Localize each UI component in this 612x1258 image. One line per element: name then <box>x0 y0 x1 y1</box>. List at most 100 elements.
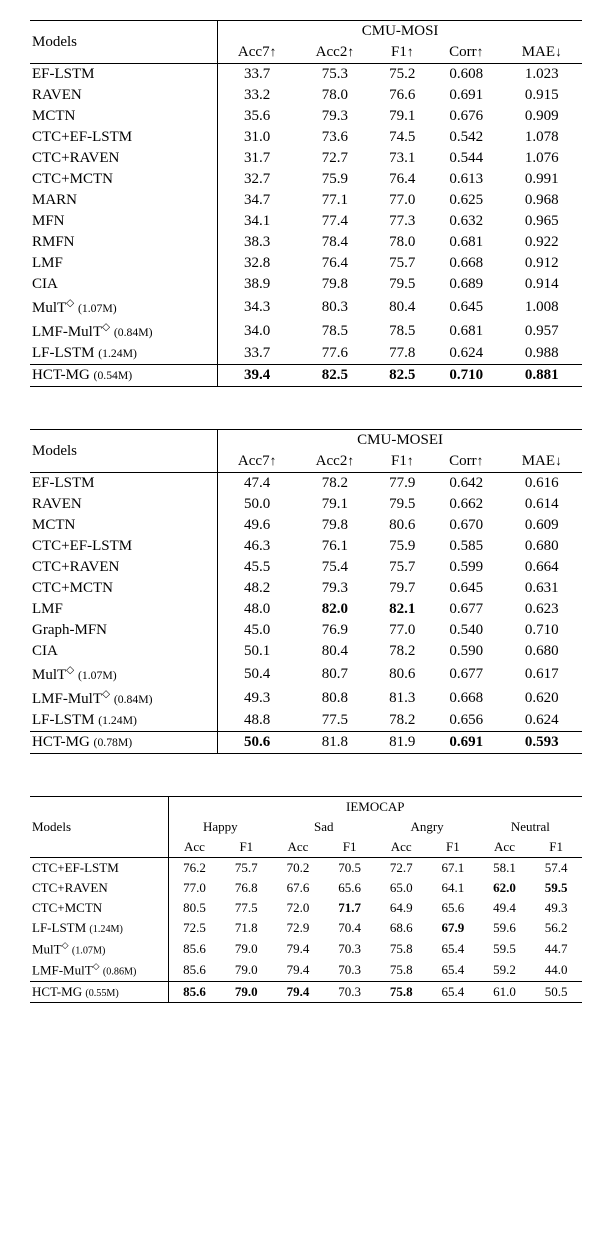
model-name: CIA <box>30 641 218 662</box>
model-name: LF-LSTM (1.24M) <box>30 918 168 938</box>
cell: 49.3 <box>530 898 582 918</box>
col-corr: Corr↑ <box>431 42 502 64</box>
cell: 0.909 <box>502 106 582 127</box>
cell: 76.8 <box>220 878 272 898</box>
cell: 79.4 <box>272 938 324 959</box>
cell: 61.0 <box>479 981 531 1002</box>
cell: 70.4 <box>324 918 376 938</box>
cell: 0.922 <box>502 232 582 253</box>
cell: 0.668 <box>431 253 502 274</box>
cell: 77.1 <box>296 190 374 211</box>
cell: 71.8 <box>220 918 272 938</box>
table-row: CTC+EF-LSTM46.376.175.90.5850.680 <box>30 536 582 557</box>
model-name: LMF-MulT◇ (0.84M) <box>30 686 218 710</box>
cell: 0.662 <box>431 494 502 515</box>
cell: 77.3 <box>374 211 431 232</box>
sub-f1: F1 <box>530 837 582 858</box>
cell: 80.4 <box>296 641 374 662</box>
cell: 79.3 <box>296 106 374 127</box>
model-name: CTC+MCTN <box>30 578 218 599</box>
cell: 79.8 <box>296 274 374 295</box>
cell: 79.1 <box>296 494 374 515</box>
table-row: RAVEN33.278.076.60.6910.915 <box>30 85 582 106</box>
cell: 1.008 <box>502 295 582 319</box>
table-row: CTC+MCTN48.279.379.70.6450.631 <box>30 578 582 599</box>
col-acc7: Acc7↑ <box>218 42 296 64</box>
cell: 34.0 <box>218 319 296 343</box>
cell: 0.677 <box>431 662 502 686</box>
cell: 45.5 <box>218 557 296 578</box>
model-name: MARN <box>30 190 218 211</box>
cell: 77.4 <box>296 211 374 232</box>
header-dataset: CMU-MOSI <box>218 21 582 43</box>
cell: 0.617 <box>502 662 582 686</box>
sub-f1: F1 <box>427 837 479 858</box>
table-row: LF-LSTM (1.24M)48.877.578.20.6560.624 <box>30 710 582 732</box>
cell: 49.6 <box>218 515 296 536</box>
cell: 49.4 <box>479 898 531 918</box>
header-models: Models <box>30 21 218 64</box>
cell: 65.6 <box>324 878 376 898</box>
cell: 78.0 <box>296 85 374 106</box>
cell: 68.6 <box>375 918 427 938</box>
cell: 0.625 <box>431 190 502 211</box>
cell: 59.2 <box>479 959 531 981</box>
table-row: CTC+RAVEN77.076.867.665.665.064.162.059.… <box>30 878 582 898</box>
model-name: RMFN <box>30 232 218 253</box>
model-name: MulT◇ (1.07M) <box>30 662 218 686</box>
header-models: Models <box>30 430 218 473</box>
model-name: CTC+EF-LSTM <box>30 127 218 148</box>
cell: 79.7 <box>374 578 431 599</box>
table-body-mosi: EF-LSTM33.775.375.20.6081.023RAVEN33.278… <box>30 64 582 387</box>
sub-acc: Acc <box>272 837 324 858</box>
cell: 77.8 <box>374 343 431 365</box>
table-row: CIA50.180.478.20.5900.680 <box>30 641 582 662</box>
table-cmu-mosi: Models CMU-MOSI Acc7↑ Acc2↑ F1↑ Corr↑ MA… <box>30 20 582 387</box>
cell: 77.5 <box>220 898 272 918</box>
cell: 79.4 <box>272 981 324 1002</box>
cell: 78.2 <box>296 473 374 495</box>
cell: 80.7 <box>296 662 374 686</box>
table-row: CTC+RAVEN45.575.475.70.5990.664 <box>30 557 582 578</box>
cell: 50.6 <box>218 732 296 754</box>
cell: 0.616 <box>502 473 582 495</box>
cell: 1.023 <box>502 64 582 86</box>
cell: 34.3 <box>218 295 296 319</box>
cell: 32.8 <box>218 253 296 274</box>
model-name: CTC+RAVEN <box>30 878 168 898</box>
cell: 82.1 <box>374 599 431 620</box>
cell: 33.2 <box>218 85 296 106</box>
table-row: LMF48.082.082.10.6770.623 <box>30 599 582 620</box>
cell: 0.670 <box>431 515 502 536</box>
table-iemocap: Models IEMOCAP Happy Sad Angry Neutral A… <box>30 796 582 1003</box>
cell: 79.3 <box>296 578 374 599</box>
cell: 0.645 <box>431 295 502 319</box>
cell: 78.4 <box>296 232 374 253</box>
cell: 0.624 <box>502 710 582 732</box>
cell: 48.8 <box>218 710 296 732</box>
cell: 0.609 <box>502 515 582 536</box>
model-name: CTC+EF-LSTM <box>30 536 218 557</box>
cell: 0.632 <box>431 211 502 232</box>
cell: 31.0 <box>218 127 296 148</box>
cell: 80.3 <box>296 295 374 319</box>
cell: 35.6 <box>218 106 296 127</box>
cell: 0.681 <box>431 232 502 253</box>
cell: 79.0 <box>220 938 272 959</box>
cell: 75.4 <box>296 557 374 578</box>
cell: 0.968 <box>502 190 582 211</box>
cell: 77.0 <box>168 878 220 898</box>
cell: 78.5 <box>296 319 374 343</box>
cell: 75.7 <box>374 253 431 274</box>
cell: 32.7 <box>218 169 296 190</box>
cell: 67.9 <box>427 918 479 938</box>
cell: 0.590 <box>431 641 502 662</box>
cell: 76.6 <box>374 85 431 106</box>
cell: 34.7 <box>218 190 296 211</box>
table-row: RAVEN50.079.179.50.6620.614 <box>30 494 582 515</box>
cell: 50.0 <box>218 494 296 515</box>
cell: 50.4 <box>218 662 296 686</box>
cell: 79.1 <box>374 106 431 127</box>
model-name: HCT-MG (0.54M) <box>30 365 218 387</box>
model-name: HCT-MG (0.55M) <box>30 981 168 1002</box>
